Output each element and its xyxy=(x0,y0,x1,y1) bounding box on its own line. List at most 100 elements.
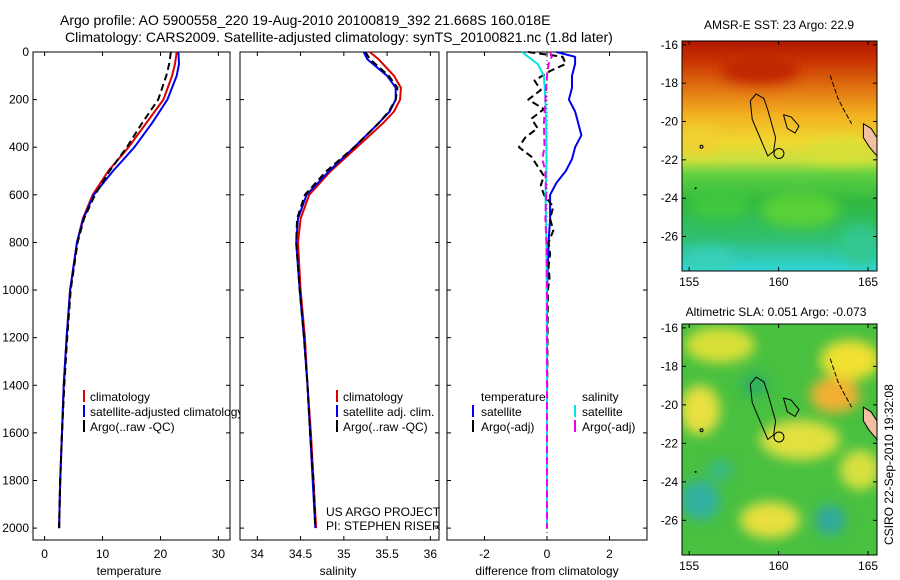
salinity-axes-box xyxy=(239,51,440,541)
y-tick-label: 1400 xyxy=(2,378,29,392)
y-tick-label: 400 xyxy=(9,140,29,154)
map-y-tick-label: -16 xyxy=(661,321,679,335)
map-y-tick-label: -16 xyxy=(661,38,679,52)
y-tick-label: 1000 xyxy=(2,283,29,297)
legend-label-climatology: climatology xyxy=(90,390,150,404)
sst-patches xyxy=(682,56,877,271)
series-line-argo-raw-qc xyxy=(295,51,399,529)
legend-label-temp-argo: Argo(-adj) xyxy=(481,420,534,434)
temperature-legend: climatology satellite-adjusted climatolo… xyxy=(83,390,243,434)
series-line-argo-adj xyxy=(517,51,567,529)
map-y-tick-label: -24 xyxy=(661,191,679,205)
salinity-x-axis: 34 34.5 35 35.5 36 xyxy=(251,52,437,561)
sst-map: AMSR-E SST: 23 Argo: 22.9 155 160 165 -16 -1… xyxy=(661,18,879,289)
salinity-panel: 34 34.5 35 35.5 36 climatology satellite adj… xyxy=(239,51,441,578)
salinity-series xyxy=(295,51,402,529)
legend-header-temperature: temperature xyxy=(481,390,546,404)
legend-swatch-temp-satellite xyxy=(472,405,474,417)
y-tick-label: 600 xyxy=(9,188,29,202)
sla-coastlines xyxy=(694,358,877,473)
legend-swatch-satellite-adj xyxy=(336,405,338,417)
side-timestamp: CSIRO 22-Sep-2010 19:32:08 xyxy=(882,384,896,545)
map-x-tick-label: 155 xyxy=(679,559,699,573)
difference-depth-ticks xyxy=(447,51,647,529)
legend-header-salinity: salinity xyxy=(582,390,619,404)
map-y-tick-label: -26 xyxy=(661,230,679,244)
new-caledonia-land xyxy=(862,406,877,441)
sla-field xyxy=(682,324,877,555)
legend-label-sal-argo: Argo(-adj) xyxy=(582,420,635,434)
map-y-tick-label: -20 xyxy=(661,398,679,412)
x-tick-label: -2 xyxy=(479,547,490,561)
series-line-argo-raw-qc xyxy=(58,51,172,529)
difference-x-axis: -2 0 2 xyxy=(479,52,613,561)
map-y-tick-label: -22 xyxy=(661,436,679,450)
difference-legend: temperature salinity satellite Argo(-adj… xyxy=(472,390,635,434)
temperature-series xyxy=(58,51,180,529)
y-tick-label: 1200 xyxy=(2,331,29,345)
y-tick-label: 200 xyxy=(9,93,29,107)
reef-outline xyxy=(782,397,800,418)
islet xyxy=(699,144,704,149)
legend-label-climatology: climatology xyxy=(343,390,403,404)
difference-series xyxy=(517,51,583,529)
series-line-satellite-adj-clim xyxy=(295,51,397,529)
reef-outline xyxy=(749,376,777,441)
map-x-tick-label: 165 xyxy=(858,275,878,289)
salinity-depth-ticks xyxy=(240,51,439,529)
legend-swatch-argo xyxy=(83,420,85,432)
map-x-tick-label: 165 xyxy=(858,559,878,573)
legend-label-satellite-adjusted: satellite-adjusted climatology xyxy=(90,405,243,419)
project-line1: US ARGO PROJECT xyxy=(326,505,441,519)
sla-map: Altimetric SLA: 0.051 Argo: -0.073 155 16… xyxy=(661,305,879,573)
difference-xlabel: difference from climatology xyxy=(475,564,618,578)
x-tick-label: 20 xyxy=(154,547,168,561)
legend-swatch-sal-argo xyxy=(574,420,576,432)
legend-swatch-argo xyxy=(336,420,338,432)
legend-swatch-climatology xyxy=(336,390,338,402)
project-line2: PI: STEPHEN RISER xyxy=(326,519,441,533)
y-tick-label: 1600 xyxy=(2,426,29,440)
x-tick-label: 34 xyxy=(251,547,265,561)
map-y-tick-label: -24 xyxy=(661,475,679,489)
figure-title-line1: Argo profile: AO 5900558_220 19-Aug-2010… xyxy=(60,12,550,28)
islet xyxy=(694,470,697,473)
temperature-panel: 0 200 400 600 800 1000 1200 1400 1600 1800 2000 0 1… xyxy=(2,45,243,578)
legend-label-argo: Argo(..raw -QC) xyxy=(90,420,175,434)
sla-map-frame xyxy=(681,323,878,556)
sla-map-title: Altimetric SLA: 0.051 Argo: -0.073 xyxy=(686,305,867,319)
salinity-legend: climatology satellite adj. clim. Argo(..… xyxy=(336,390,434,434)
depth-axis: 0 200 400 600 800 1000 1200 1400 1600 1800 2000 xyxy=(2,45,230,535)
map-x-tick-label: 160 xyxy=(769,559,789,573)
temperature-axes-box xyxy=(32,51,231,541)
y-tick-label: 800 xyxy=(9,235,29,249)
new-caledonia-land xyxy=(862,122,877,157)
map-x-tick-label: 155 xyxy=(679,275,699,289)
temperature-xlabel: temperature xyxy=(97,564,162,578)
x-tick-label: 35 xyxy=(337,547,351,561)
y-tick-label: 1800 xyxy=(2,473,29,487)
sla-patches xyxy=(682,327,877,538)
legend-label-satellite-adj: satellite adj. clim. xyxy=(343,405,434,419)
sst-map-title: AMSR-E SST: 23 Argo: 22.9 xyxy=(704,18,854,32)
islet xyxy=(694,187,697,190)
y-tick-label: 2000 xyxy=(2,521,29,535)
map-x-tick-label: 160 xyxy=(769,275,789,289)
legend-label-sal-satellite: satellite xyxy=(582,405,623,419)
legend-swatch-satellite-adjusted xyxy=(83,405,85,417)
temperature-x-axis: 0 10 20 30 xyxy=(41,52,225,561)
x-tick-label: 35.5 xyxy=(375,547,399,561)
argo-float-marker xyxy=(773,431,785,443)
sst-map-ticks: 155 160 165 -16 -18 -20 -22 -24 -26 xyxy=(661,38,879,289)
islet xyxy=(699,428,704,433)
island-chain xyxy=(829,358,853,408)
map-y-tick-label: -22 xyxy=(661,153,679,167)
map-y-tick-label: -20 xyxy=(661,115,679,129)
legend-label-argo: Argo(..raw -QC) xyxy=(343,420,428,434)
sst-coastlines xyxy=(694,75,877,190)
legend-swatch-sal-satellite xyxy=(574,405,576,417)
sst-map-frame xyxy=(681,40,878,272)
sst-field xyxy=(682,41,877,271)
x-tick-label: 10 xyxy=(96,547,110,561)
